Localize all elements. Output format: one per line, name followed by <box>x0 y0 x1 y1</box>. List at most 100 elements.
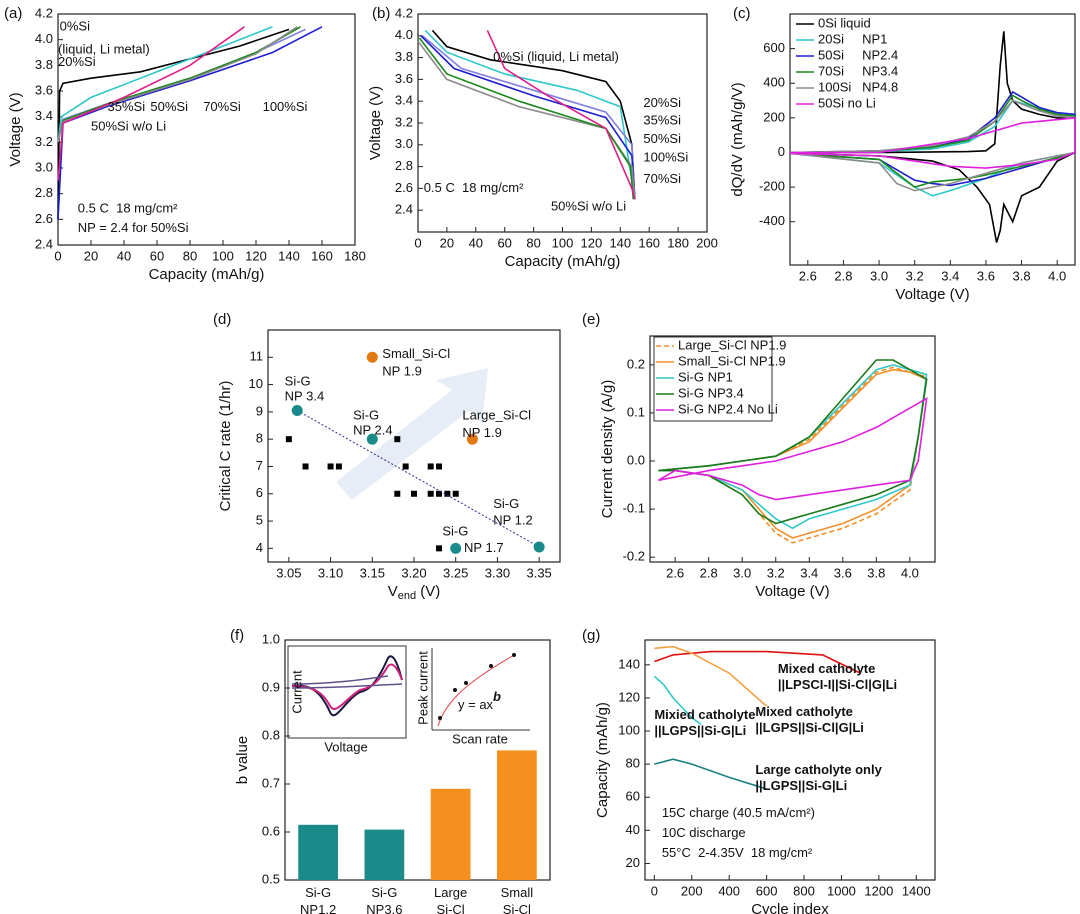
x-tick-label: 800 <box>793 883 815 898</box>
bar <box>298 824 338 880</box>
x-tick-label: 40 <box>117 248 131 263</box>
series-label: Mixied catholyte ||LGPS||Si-G|Li <box>654 708 755 739</box>
bar <box>364 829 405 880</box>
y-tick-label: 200 <box>763 109 785 124</box>
point <box>450 542 462 554</box>
series-label: 50%Si w/o Li <box>551 198 626 213</box>
x-axis-label: Voltage (V) <box>755 583 829 600</box>
x-tick-label: 3.6 <box>977 268 995 283</box>
series-line <box>417 40 636 200</box>
y-tick-label: -0.1 <box>623 501 645 516</box>
series-label: Mixed catholyte ||LGPS||Si-Cl|G|Li <box>755 704 864 735</box>
series-label: 70%Si <box>203 99 241 114</box>
y-tick-label: 140 <box>618 656 640 671</box>
annotation: NP 1.9 <box>382 364 422 379</box>
legend-label: Si-G NP2.4 No Li <box>678 401 778 416</box>
point <box>452 490 459 497</box>
series-label: 20%Si <box>643 95 681 110</box>
panel-label: (g) <box>582 627 600 644</box>
point <box>533 541 545 553</box>
y-tick-label: 0.1 <box>627 404 645 419</box>
y-axis-label: Critical C rate (1/hr) <box>217 381 234 512</box>
x-tick-label: 600 <box>756 883 778 898</box>
x-tick-label: 3.0 <box>870 268 888 283</box>
y-tick-label: 0.5 <box>262 871 280 886</box>
point <box>436 490 443 497</box>
panel-label: (c) <box>733 5 751 22</box>
y-tick-label: 2.8 <box>35 185 53 200</box>
x-tick-label: 3.30 <box>485 565 510 580</box>
x-tick-label: 60 <box>150 248 164 263</box>
inset-label: Voltage <box>324 739 367 754</box>
series-label: 50%Si <box>643 131 681 146</box>
x-axis-label: Capacity (mAh/g) <box>505 253 621 270</box>
inset-curve <box>291 663 403 710</box>
series-line <box>789 99 1076 192</box>
x-tick-label: 3.4 <box>941 268 959 283</box>
inset-equation: y = axb <box>458 689 501 712</box>
point <box>444 490 451 497</box>
inset-curve <box>291 655 403 717</box>
series-line <box>789 117 1076 169</box>
series-line <box>654 645 768 707</box>
x-tick-label: 4.0 <box>1048 268 1066 283</box>
y-tick-label: 4.2 <box>395 5 413 20</box>
series-label: Mixed catholyte ||LPSCI-I||Si-Cl|G|Li <box>778 661 897 692</box>
y-tick-label: 2.4 <box>35 236 53 251</box>
y-axis-label: Voltage (V) <box>7 92 24 166</box>
point <box>291 405 303 417</box>
annotation: 55°C 2-4.35V 18 mg/cm² <box>662 845 813 860</box>
legend-label: 0Si liquid <box>818 15 871 30</box>
annotation: 0.5 C 18 mg/cm² <box>424 180 524 195</box>
x-tick-label: 20 <box>84 248 98 263</box>
x-tick-label: 40 <box>469 235 483 250</box>
y-tick-label: -400 <box>759 213 785 228</box>
legend-label: Si-G NP3.4 <box>678 385 744 400</box>
annotation: Large_Si-Cl <box>462 407 531 422</box>
series-label: 50%Si w/o Li <box>91 118 166 133</box>
y-tick-label: 600 <box>763 40 785 55</box>
series-line <box>654 758 767 790</box>
x-tick-label: 3.6 <box>834 565 852 580</box>
y-tick-label: 3.2 <box>35 134 53 149</box>
inset-label: Scan rate <box>452 731 508 746</box>
point <box>366 433 378 445</box>
y-tick-label: 6 <box>256 485 263 500</box>
series-label: 70%Si <box>643 171 681 186</box>
x-axis-label: Voltage (V) <box>895 286 969 303</box>
series-label: 100%Si <box>263 99 308 114</box>
series-line <box>57 26 245 181</box>
inset-equation-exp: b <box>493 689 501 704</box>
x-tick-label: 3.4 <box>800 565 818 580</box>
y-tick-label: 4.0 <box>395 27 413 42</box>
inset-fit <box>437 653 517 727</box>
point <box>402 463 409 470</box>
series-label: 35%Si <box>643 112 681 127</box>
y-tick-label: 10 <box>249 376 263 391</box>
series-line <box>57 28 290 220</box>
y-tick-label: 3.8 <box>35 57 53 72</box>
point <box>436 463 443 470</box>
x-axis-label-main: Capacity (mAh/g) <box>505 253 621 270</box>
series-line <box>654 650 861 674</box>
x-tick-label: 3.10 <box>318 565 343 580</box>
x-tick-label: 3.8 <box>867 565 885 580</box>
y-tick-label: 3.4 <box>35 108 53 123</box>
x-tick-label: 2.8 <box>834 268 852 283</box>
y-tick-label: 4.0 <box>35 31 53 46</box>
annotation: 15C charge (40.5 mA/cm²) <box>662 805 815 820</box>
panel-label: (e) <box>582 311 600 328</box>
y-tick-label: 8 <box>256 431 263 446</box>
point <box>466 433 478 445</box>
y-tick-label: -200 <box>759 179 785 194</box>
x-axis-label: Vend (V) <box>388 583 441 602</box>
panel-label: (f) <box>230 627 244 644</box>
y-tick-label: 80 <box>626 756 640 771</box>
y-tick-label: 40 <box>626 822 640 837</box>
series-line <box>657 396 928 501</box>
series-line <box>658 359 928 525</box>
y-tick-label: 0.7 <box>262 775 280 790</box>
legend-label: Small_Si-Cl NP1.9 <box>678 353 786 368</box>
y-tick-label: 0.8 <box>262 727 280 742</box>
